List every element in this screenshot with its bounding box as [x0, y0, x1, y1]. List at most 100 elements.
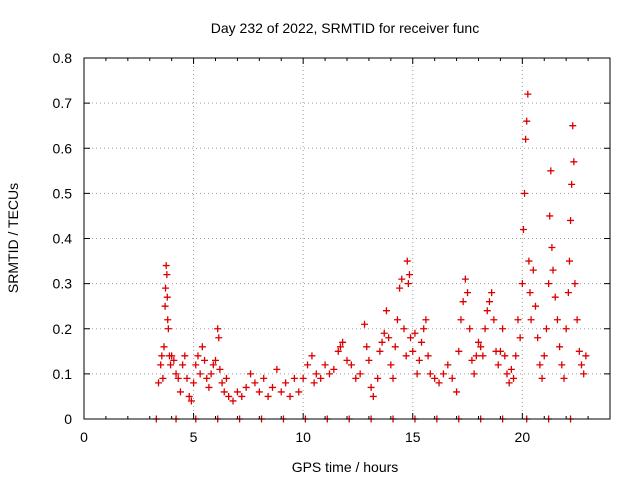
data-point — [501, 352, 509, 360]
data-point — [163, 293, 171, 301]
data-point — [418, 338, 426, 346]
data-point — [560, 374, 568, 382]
data-point — [214, 325, 222, 333]
data-point — [205, 383, 213, 391]
data-point — [247, 370, 255, 378]
data-point — [562, 325, 570, 333]
x-axis-label: GPS time / hours — [292, 459, 399, 475]
data-point — [526, 289, 534, 297]
data-point — [578, 361, 586, 369]
data-point — [573, 316, 581, 324]
data-point — [157, 361, 165, 369]
data-point — [299, 374, 307, 382]
data-point — [516, 334, 524, 342]
data-point — [242, 383, 250, 391]
data-point — [448, 374, 456, 382]
data-point — [403, 257, 411, 265]
data-point — [179, 361, 187, 369]
grid-lines — [84, 58, 610, 419]
data-point — [464, 289, 472, 297]
data-point — [216, 365, 224, 373]
data-point — [260, 374, 268, 382]
data-point — [435, 379, 443, 387]
data-point — [545, 280, 553, 288]
data-point — [461, 275, 469, 283]
data-point — [453, 388, 461, 396]
data-point — [580, 370, 588, 378]
data-point — [540, 352, 548, 360]
data-point — [317, 374, 325, 382]
data-point — [380, 329, 388, 337]
x-tick-label: 10 — [295, 429, 311, 445]
data-point — [507, 365, 515, 373]
data-point — [459, 298, 467, 306]
data-point — [565, 257, 573, 265]
data-point — [209, 361, 217, 369]
data-point — [488, 289, 496, 297]
data-point — [222, 374, 230, 382]
y-tick-label: 0.6 — [53, 140, 73, 156]
data-point — [479, 352, 487, 360]
data-point — [159, 374, 167, 382]
data-point — [549, 266, 557, 274]
data-point — [524, 90, 532, 98]
data-point — [212, 356, 219, 364]
y-tick-label: 0.5 — [53, 185, 73, 201]
chart-title: Day 232 of 2022, SRMTID for receiver fun… — [211, 20, 479, 36]
data-point — [547, 167, 555, 175]
data-point — [325, 370, 333, 378]
data-point — [404, 280, 412, 288]
data-point — [542, 325, 550, 333]
data-point — [396, 284, 404, 292]
data-point — [564, 289, 572, 297]
data-point — [162, 284, 170, 292]
data-point — [548, 244, 556, 252]
data-point — [160, 343, 168, 351]
data-point — [172, 370, 180, 378]
x-tick-label: 20 — [515, 429, 531, 445]
data-point — [163, 271, 171, 279]
data-point — [308, 352, 316, 360]
data-point — [376, 347, 384, 355]
data-point — [510, 374, 518, 382]
data-point — [398, 275, 406, 283]
y-tick-label: 0.4 — [53, 231, 73, 247]
data-point — [582, 352, 590, 360]
data-point — [196, 370, 204, 378]
data-point — [352, 374, 360, 382]
data-point — [546, 212, 554, 220]
data-point — [490, 316, 498, 324]
data-point — [167, 361, 175, 369]
data-point — [181, 352, 189, 360]
data-point — [496, 347, 504, 355]
y-tick-label: 0.2 — [53, 321, 73, 337]
data-point — [521, 189, 529, 197]
data-point — [369, 392, 377, 400]
data-point — [415, 356, 423, 364]
data-point — [393, 316, 401, 324]
data-point — [347, 361, 355, 369]
data-point — [389, 374, 397, 382]
data-point — [534, 334, 542, 342]
data-point — [273, 365, 281, 373]
data-point — [225, 392, 233, 400]
data-point — [162, 262, 170, 270]
data-point — [330, 365, 338, 373]
data-point — [336, 343, 344, 351]
plot-frame — [83, 57, 611, 420]
data-point — [174, 374, 182, 382]
axis-ticks: 0 0.1 0.2 0.3 0.4 0.5 0.6 0.7 0.8 0 5 10 15 20 — [53, 50, 610, 445]
data-point — [164, 325, 172, 333]
data-point — [499, 325, 507, 333]
data-point — [203, 374, 211, 382]
data-point — [190, 379, 198, 387]
data-point — [176, 388, 184, 396]
y-tick-label: 0.8 — [53, 50, 73, 66]
data-point — [155, 379, 163, 387]
data-point — [420, 325, 428, 333]
data-point — [310, 379, 318, 387]
data-point — [556, 343, 564, 351]
data-point — [558, 361, 566, 369]
data-point — [483, 307, 491, 315]
data-point — [233, 388, 241, 396]
